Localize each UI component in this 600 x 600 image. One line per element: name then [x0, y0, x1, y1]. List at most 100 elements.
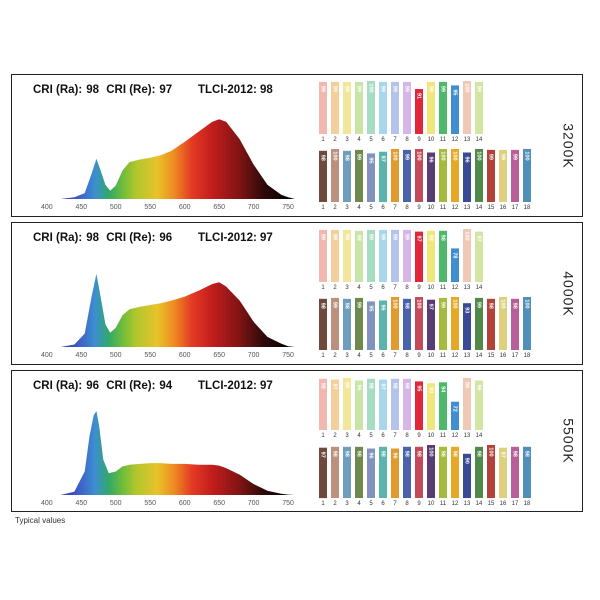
- cri-index-label: 3: [345, 137, 349, 143]
- cri-index-label: 17: [512, 353, 519, 359]
- cri-index-label: 3: [345, 205, 349, 211]
- cri-value-label: 98: [356, 235, 362, 241]
- x-tick-label: 700: [248, 500, 260, 507]
- ra-value: 98: [86, 232, 99, 244]
- cri-bar: [415, 89, 423, 134]
- cri-bar: [439, 446, 447, 498]
- cri-index-label: 2: [333, 137, 337, 143]
- cri-value-label: 98: [416, 451, 422, 457]
- x-tick-label: 600: [179, 352, 191, 359]
- cri-bar: [355, 446, 363, 498]
- tlci-value: 98: [260, 84, 273, 96]
- cri-index-label: 12: [452, 433, 459, 439]
- x-tick-label: 600: [179, 500, 191, 507]
- cri-value-label: 99: [488, 154, 494, 160]
- cri-value-label: 100: [452, 151, 458, 160]
- cri-value-label: 96: [368, 452, 374, 458]
- cri-value-label: 96: [464, 156, 470, 162]
- cri-bar: [451, 85, 459, 134]
- cri-index-label: 7: [393, 285, 397, 291]
- cri-index-label: 3: [345, 285, 349, 291]
- cri-bar: [403, 298, 411, 350]
- x-tick-label: 750: [282, 500, 294, 507]
- x-tick-label: 400: [41, 500, 53, 507]
- ra-label: CRI (Ra):: [33, 232, 83, 244]
- cri-bar: [499, 149, 507, 202]
- cri-index-label: 1: [321, 501, 325, 507]
- cri-value-label: 97: [415, 236, 421, 242]
- cri-index-label: 1: [321, 205, 325, 211]
- cri-value-label: 99: [344, 382, 350, 388]
- cri-bar: [403, 446, 411, 498]
- cri-bar: [415, 446, 423, 498]
- re-value: 97: [159, 84, 173, 96]
- cri-index-label: 17: [512, 501, 519, 507]
- cri-value-label: 98: [320, 303, 326, 309]
- cri-bar: [319, 298, 327, 350]
- re-label: CRI (Re):: [106, 84, 156, 96]
- cri-bar: [319, 229, 327, 282]
- cri-index-label: 9: [417, 353, 421, 359]
- cri-value-label: 98: [344, 155, 350, 161]
- cri-index-label: 5: [369, 433, 373, 439]
- cri-value-label: 95: [416, 385, 422, 391]
- tlci-value: 97: [260, 232, 273, 244]
- x-tick-label: 700: [248, 352, 260, 359]
- cri-value-label: 72: [452, 406, 458, 412]
- cri-bar: [391, 448, 399, 498]
- re-value: 94: [159, 380, 173, 392]
- cri-bar: [343, 150, 351, 202]
- cri-bar-charts: 9919929939941005996997998919991099119512…: [319, 81, 531, 211]
- cri-value-label: 98: [476, 451, 482, 457]
- cri-value-label: 99: [428, 86, 434, 92]
- cri-bar: [451, 446, 459, 498]
- cri-bar: [367, 378, 375, 430]
- cri-bar: [415, 231, 423, 282]
- cri-index-label: 14: [476, 137, 483, 143]
- cri-index-label: 4: [357, 285, 361, 291]
- cri-value-label: 97: [380, 156, 386, 162]
- cri-index-label: 13: [464, 137, 471, 143]
- cri-bar: [463, 377, 471, 430]
- cri-bar: [439, 230, 447, 282]
- x-tick-label: 550: [144, 500, 156, 507]
- cri-index-label: 8: [405, 205, 409, 211]
- cri-value-label: 99: [320, 234, 326, 240]
- cri-bar: [331, 229, 339, 282]
- cri-value-label: 99: [344, 234, 350, 240]
- cri-bar-charts: 9819729939649859769879889599310941172129…: [319, 377, 531, 507]
- cri-bar: [523, 297, 531, 350]
- cri-value-label: 100: [440, 151, 446, 160]
- ra-label: CRI (Ra):: [33, 380, 83, 392]
- cri-index-label: 13: [464, 501, 471, 507]
- cri-value-label: 100: [452, 299, 458, 308]
- x-tick-label: 550: [144, 352, 156, 359]
- cri-value-label: 95: [368, 157, 374, 163]
- cri-index-label: 14: [476, 353, 483, 359]
- cri-value-label: 96: [380, 304, 386, 310]
- cri-bar: [331, 297, 339, 350]
- spectrum-chart: 400 450 500 550 600 650 700 750: [33, 411, 295, 507]
- cri-index-label: 7: [393, 501, 397, 507]
- x-tick-label: 750: [282, 352, 294, 359]
- cri-bar: [391, 297, 399, 350]
- cri-bar: [427, 152, 435, 202]
- cri-value-label: 99: [464, 382, 470, 388]
- cri-value-label: 99: [344, 86, 350, 92]
- cri-index-label: 2: [333, 433, 337, 439]
- cri-index-label: 10: [428, 353, 435, 359]
- cri-value-label: 93: [464, 307, 470, 313]
- cri-value-label: 100: [392, 151, 398, 160]
- cri-index-label: 8: [405, 433, 409, 439]
- cri-bar: [355, 230, 363, 282]
- cri-value-label: 98: [380, 451, 386, 457]
- cri-value-label: 99: [476, 86, 482, 92]
- cri-index-label: 4: [357, 501, 361, 507]
- cri-bar: [415, 297, 423, 350]
- cri-index-label: 9: [417, 137, 421, 143]
- cri-index-label: 8: [405, 137, 409, 143]
- cri-index-label: 11: [440, 433, 447, 439]
- cri-value-label: 98: [404, 383, 410, 389]
- cri-index-label: 7: [393, 353, 397, 359]
- x-tick-label: 500: [110, 352, 122, 359]
